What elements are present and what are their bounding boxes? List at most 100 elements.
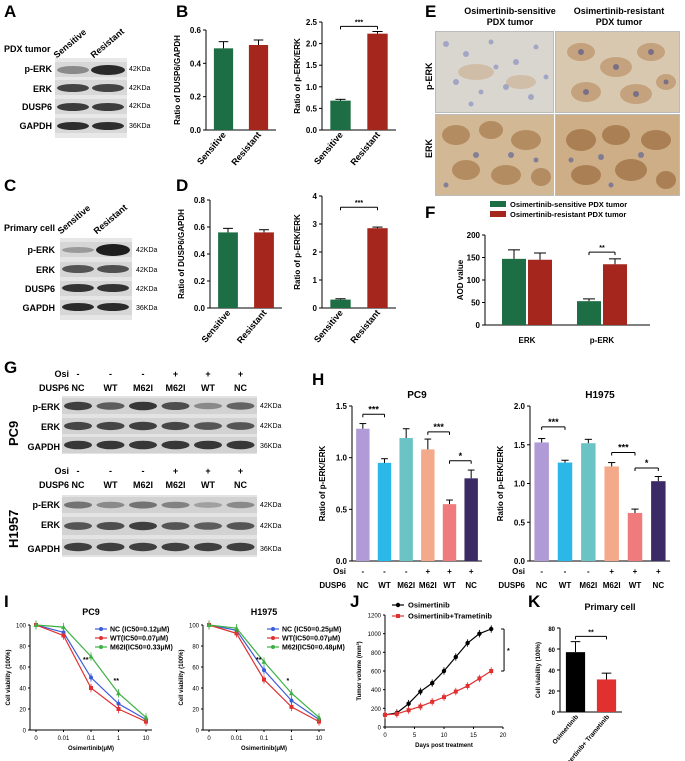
ihc-col-2-subtitle: PDX tumor: [595, 17, 643, 27]
western-band: [64, 401, 92, 411]
b-right-x-label: Resistant: [348, 130, 382, 167]
b-left-y-tick-label: 0.6: [190, 26, 202, 35]
i-h1975-point: [234, 625, 239, 631]
h-h1975-x-label: NC: [653, 581, 665, 590]
g-top-dusp-5: WT: [201, 383, 215, 393]
d-right-x-label: Sensitive: [312, 308, 345, 345]
h-h1975-osi-value: +: [609, 567, 614, 576]
western-band: [64, 421, 92, 431]
d-left-bar: [254, 232, 274, 308]
blot-c-image: [60, 238, 132, 320]
h-h1975-bar: [581, 443, 596, 561]
k-y-tick-label: 60: [548, 648, 555, 654]
g-top-osi-4: +: [172, 369, 179, 379]
h-h1975-x-label: M62I: [579, 581, 597, 590]
panel-label-j: J: [350, 592, 360, 611]
d-right-bar: [367, 228, 388, 308]
h-pc9-title: PC9: [407, 390, 427, 401]
blot-a-kda-3: 42KDa: [129, 103, 151, 110]
i-pc9-x-label: Osimertinib(μM): [68, 746, 114, 752]
j-y-tick-label: 800: [371, 651, 382, 657]
i-pc9-y-tick-label: 60: [19, 666, 26, 672]
western-band: [64, 522, 92, 530]
f-legend-label: Osimertinib-resistant PDX tumor: [510, 210, 626, 219]
h-pc9-x-label: M62I: [419, 581, 437, 590]
b-left-y-label: Ratio of DUSP6/GAPDH: [173, 35, 182, 125]
j-y-tick-label: 600: [371, 670, 382, 676]
j-point: [465, 640, 470, 646]
h-h1975-bar: [627, 512, 643, 561]
k-y-tick-label: 0: [552, 711, 556, 717]
h-pc9-x-label: WT: [443, 581, 456, 590]
i-h1975-sig-label: *: [287, 678, 290, 685]
western-band: [194, 440, 222, 450]
j-legend-marker: [395, 602, 401, 608]
g-top-kda-2: 42KDa: [260, 423, 282, 430]
b-right-y-tick-label: 1.0: [306, 83, 318, 92]
j-y-tick-label: 400: [371, 688, 382, 694]
k-y-tick-label: 80: [548, 627, 555, 633]
k-y-label: Cell viability (100%): [536, 642, 542, 698]
i-pc9-point: [89, 686, 93, 690]
i-pc9-x-tick-label: 10: [143, 736, 150, 742]
g-top-row-1: p-ERK: [32, 402, 61, 412]
panel-label-k: K: [528, 592, 541, 611]
g-top-osi-5: +: [205, 369, 211, 379]
d-right-y-tick-label: 1: [313, 276, 318, 285]
panel-label-b: B: [176, 2, 189, 21]
h-pc9-dusp-label: DUSP6: [319, 581, 346, 590]
i-h1975-point: [261, 659, 267, 664]
i-pc9-point: [143, 714, 149, 720]
j-point: [406, 701, 411, 706]
i-h1975-point: [262, 677, 266, 682]
h-pc9-osi-value: +: [447, 567, 452, 576]
h-pc9-x-label: WT: [378, 581, 391, 590]
i-pc9-y-tick-label: 40: [19, 687, 26, 693]
i-h1975-y-tick-label: 40: [192, 687, 199, 693]
j-point: [418, 689, 423, 694]
f-bar: [603, 264, 627, 325]
g-top-dusp-2: WT: [103, 383, 118, 393]
i-h1975-sig-label: **: [256, 657, 262, 664]
f-legend-swatch: [490, 201, 506, 207]
blot-a-kda-2: 42KDa: [129, 85, 151, 92]
panel-label-g: G: [4, 358, 18, 377]
western-band: [64, 542, 92, 552]
g-bot-dusp-label: DUSP6: [38, 480, 69, 490]
d-left-y-tick-label: 0.2: [194, 277, 206, 286]
h-h1975-bar: [651, 481, 666, 561]
i-h1975-legend-label: M62I(IC50=0.48μM): [282, 645, 345, 652]
blot-a-row-4: GAPDH: [19, 121, 52, 131]
g-bot-osi-4: +: [172, 466, 179, 476]
f-legend-label: Osimertinib-sensitive PDX tumor: [510, 200, 627, 209]
j-point: [477, 676, 482, 681]
h-h1975-y-tick-label: 1.0: [514, 480, 526, 489]
western-band: [161, 542, 190, 552]
h-h1975-bar: [604, 466, 619, 561]
western-band: [129, 421, 157, 431]
h-pc9-y-tick-label: 0.5: [336, 505, 348, 514]
g-bot-dusp-1: NC: [71, 480, 85, 490]
h-h1975-sig-label: ***: [618, 443, 629, 453]
h-h1975-osi-label: Osi: [512, 567, 525, 576]
g-bot-osi-label: Osi: [54, 466, 69, 476]
d-right-y-label: Ratio of p-ERK/ERK: [293, 214, 302, 290]
h-h1975-title: H1975: [585, 390, 615, 401]
j-point: [442, 695, 446, 700]
d-left-y-tick-label: 0.0: [194, 304, 206, 313]
western-band: [161, 440, 190, 450]
b-left-y-tick-label: 0.4: [190, 59, 202, 68]
i-h1975-point: [316, 714, 322, 720]
b-right-y-tick-label: 0.0: [306, 126, 318, 135]
western-band: [226, 422, 255, 430]
h-h1975-osi-value: +: [656, 567, 661, 576]
ihc-col-2-title: Osimertinib-resistant: [573, 6, 665, 16]
i-h1975-legend-label: WT(IC50=0.07μM): [282, 636, 340, 643]
blot-a-title: PDX tumor: [4, 44, 51, 54]
k-x-label: Osimertinib+ Trametinib: [558, 714, 611, 761]
h-h1975-y-tick-label: 0.5: [514, 518, 526, 527]
g-bot-osi-6: +: [237, 466, 244, 476]
i-h1975-point: [289, 698, 294, 703]
i-pc9-legend-label: M62I(IC50=0.33μM): [110, 645, 173, 652]
